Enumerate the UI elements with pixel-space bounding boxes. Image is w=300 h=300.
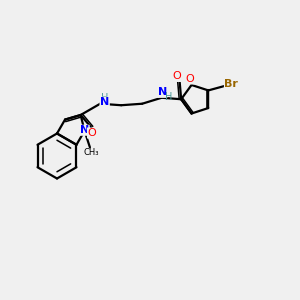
Text: H: H (165, 92, 172, 101)
Text: H: H (101, 93, 108, 103)
Text: N: N (80, 125, 89, 135)
Text: CH₃: CH₃ (84, 148, 99, 157)
Text: O: O (172, 71, 181, 81)
Text: N: N (158, 87, 167, 97)
Text: N: N (100, 97, 109, 107)
Text: O: O (186, 74, 194, 84)
Text: Br: Br (224, 80, 238, 89)
Text: O: O (88, 128, 96, 138)
